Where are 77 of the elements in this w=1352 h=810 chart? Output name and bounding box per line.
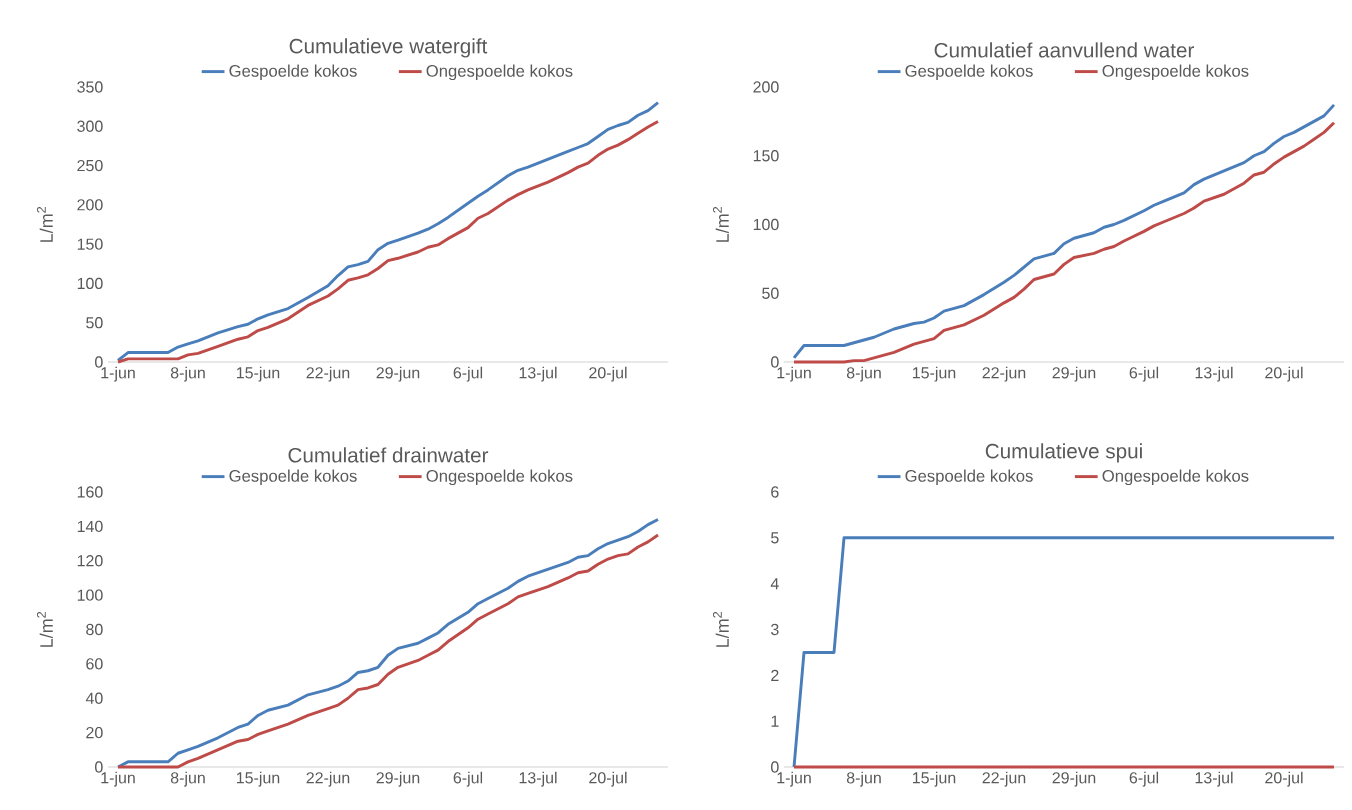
x-tick-label: 13-jul [519,771,557,787]
x-tick-label: 6-jul [453,366,483,382]
legend-label: Ongespoelde kokos [426,469,573,486]
y-tick-label: 200 [77,199,103,211]
y-tick-label: 0 [95,761,103,773]
y-tick-label: 120 [77,555,103,567]
x-tick-label: 29-jun [1052,366,1096,382]
x-tick-label: 1-jun [777,366,811,382]
x-tick-label: 22-jun [982,771,1026,787]
x-tick-label: 8-jun [846,771,881,787]
legend-label: Ongespoelde kokos [1102,469,1249,486]
x-tick-label: 29-jun [376,366,420,382]
legend-label: Ongespoelde kokos [426,64,573,81]
x-tick-label: 20-jul [589,771,627,787]
x-tick-label: 20-jul [589,366,627,382]
y-tick-label: 1 [771,715,779,727]
y-tick-label: 5 [771,532,779,544]
y-tick-label: 2 [771,669,779,681]
x-tick-label: 6-jul [1129,771,1159,787]
x-tick-label: 20-jul [1265,771,1303,787]
y-tick-label: 150 [753,150,779,162]
y-axis-title: L/m$^{2}$ [36,611,53,647]
y-tick-label: 0 [771,356,779,368]
y-tick-label: 3 [771,623,779,636]
x-tick-label: 15-jun [236,771,280,787]
y-axis-title: L/m$^{2}$ [36,206,53,242]
y-tick-label: 350 [77,81,103,93]
y-tick-label: 250 [77,159,103,172]
y-tick-label: 100 [77,277,103,290]
x-tick-label: 15-jun [912,366,956,382]
y-tick-label: 50 [762,287,779,299]
x-tick-label: 6-jul [453,771,483,787]
chart-title: Cumulatief aanvullend water [934,42,1194,58]
y-tick-label: 140 [77,520,103,533]
x-tick-label: 1-jun [101,366,135,382]
x-tick-label: 20-jul [1265,366,1303,382]
x-tick-label: 15-jun [912,771,956,787]
legend-label: Ongespoelde kokos [1102,64,1249,81]
chart-title: Cumulatieve watergift [289,38,488,58]
x-tick-label: 1-jun [777,771,811,787]
y-tick-label: 60 [86,658,103,670]
y-axis-title: L/m$^{2}$ [712,611,729,647]
x-tick-label: 29-jun [376,771,420,787]
x-tick-label: 13-jul [1195,366,1233,382]
legend-label: Gespoelde kokos [905,469,1033,486]
y-tick-label: 6 [771,486,779,498]
y-tick-label: 0 [771,761,779,773]
y-tick-label: 20 [86,726,103,739]
y-axis-title: L/m$^{2}$ [712,206,729,242]
x-tick-label: 15-jun [236,366,280,382]
x-tick-label: 22-jun [306,771,350,787]
legend-label: Gespoelde kokos [905,64,1033,81]
chart-title: Cumulatief drainwater [288,447,489,463]
x-tick-label: 8-jun [170,771,205,787]
x-tick-label: 22-jun [306,366,350,382]
y-tick-label: 100 [753,218,779,231]
x-tick-label: 22-jun [982,366,1026,382]
x-tick-label: 8-jun [170,366,205,382]
y-tick-label: 100 [77,589,103,601]
x-tick-label: 8-jun [846,366,881,382]
y-tick-label: 300 [77,120,103,132]
legend-label: Gespoelde kokos [229,64,357,81]
y-tick-label: 4 [770,578,779,590]
y-tick-label: 40 [85,692,103,704]
x-tick-label: 29-jun [1052,771,1096,787]
y-tick-label: 80 [86,623,103,636]
x-tick-label: 1-jun [101,771,135,787]
x-tick-label: 13-jul [519,366,557,382]
y-tick-label: 50 [86,317,103,329]
y-tick-label: 160 [77,486,103,498]
y-tick-label: 150 [77,238,103,250]
y-tick-label: 200 [753,81,779,93]
x-tick-label: 13-jul [1195,771,1233,787]
x-tick-label: 6-jul [1129,366,1159,382]
legend-label: Gespoelde kokos [229,469,357,486]
chart-title: Cumulatieve spui [985,443,1142,463]
y-tick-label: 0 [95,356,103,368]
